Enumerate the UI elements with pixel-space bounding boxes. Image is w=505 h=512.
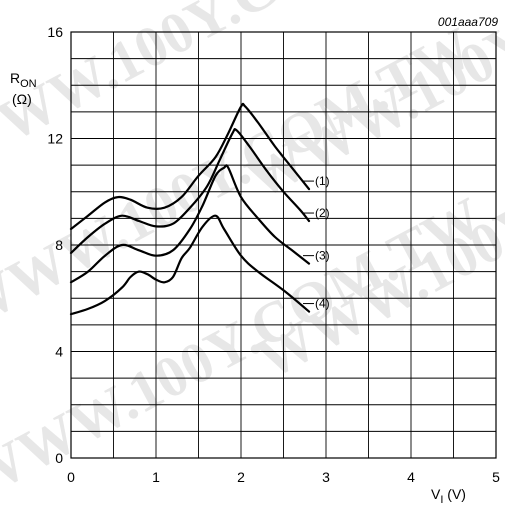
x-tick-label: 1 — [152, 469, 160, 485]
series-labels: (1) (2) (3) (4) — [303, 174, 330, 311]
x-axis-label-unit: (V) — [443, 486, 466, 502]
series-line-4 — [69, 214, 311, 316]
series-label-3: (3) — [315, 249, 330, 263]
x-axis-label-main: V — [431, 486, 441, 502]
y-axis-label: RON — [10, 70, 37, 90]
series-line-1 — [69, 102, 311, 231]
y-tick-label: 16 — [47, 24, 63, 40]
y-axis-label-main: R — [10, 70, 20, 86]
x-tick-label: 0 — [67, 469, 75, 485]
grid-lines — [70, 31, 497, 459]
series-label-4: (4) — [315, 297, 330, 311]
x-axis-label: VI (V) — [431, 486, 466, 506]
y-tick-label: 4 — [55, 344, 63, 360]
figure-code: 001aaa709 — [438, 15, 498, 29]
series-lines — [69, 102, 311, 316]
y-tick-label: 8 — [55, 237, 63, 253]
x-tick-label: 5 — [492, 469, 500, 485]
y-tick-label: 12 — [47, 131, 63, 147]
plot-frame — [70, 31, 497, 459]
series-label-1: (1) — [315, 174, 330, 188]
y-axis-label-sub: ON — [20, 78, 37, 90]
y-axis-unit: (Ω) — [12, 91, 32, 107]
x-tick-label: 4 — [407, 469, 415, 485]
series-label-2: (2) — [315, 206, 330, 220]
x-tick-label: 2 — [237, 469, 245, 485]
series-line-3 — [69, 164, 311, 284]
y-tick-label: 0 — [55, 450, 63, 466]
x-tick-label: 3 — [322, 469, 330, 485]
series-line-2 — [69, 127, 311, 255]
x-axis-label-sub: I — [440, 494, 443, 506]
